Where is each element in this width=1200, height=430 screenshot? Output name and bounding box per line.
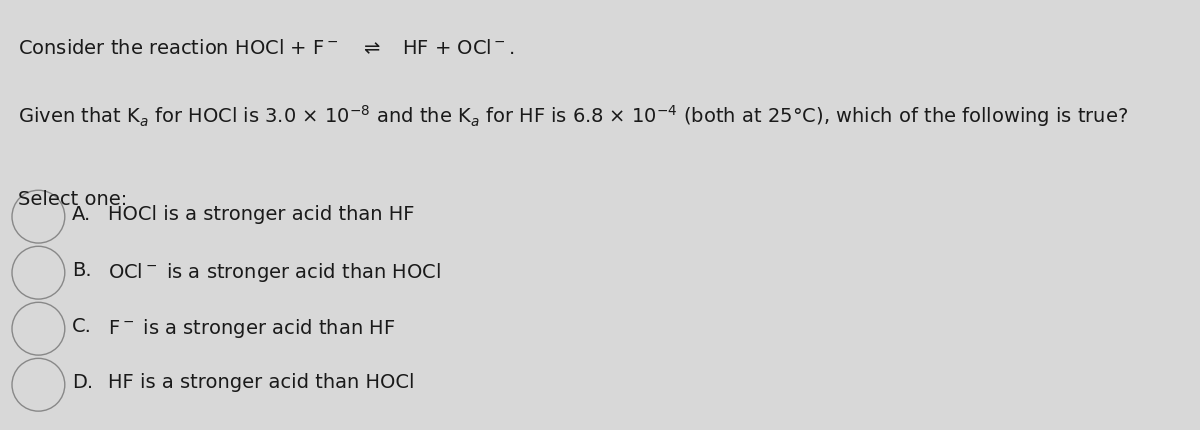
Text: C.: C. — [72, 316, 92, 335]
Text: HOCl is a stronger acid than HF: HOCl is a stronger acid than HF — [108, 204, 414, 223]
Text: OCl$^-$ is a stronger acid than HOCl: OCl$^-$ is a stronger acid than HOCl — [108, 260, 442, 283]
Text: Select one:: Select one: — [18, 189, 127, 208]
Text: F$^-$ is a stronger acid than HF: F$^-$ is a stronger acid than HF — [108, 316, 396, 339]
Text: Given that K$_a$ for HOCl is 3.0 $\times$ 10$^{-8}$ and the K$_a$ for HF is 6.8 : Given that K$_a$ for HOCl is 3.0 $\times… — [18, 103, 1128, 129]
Text: D.: D. — [72, 372, 94, 391]
Text: B.: B. — [72, 260, 91, 279]
Text: HF is a stronger acid than HOCl: HF is a stronger acid than HOCl — [108, 372, 414, 391]
Text: A.: A. — [72, 204, 91, 223]
Text: Consider the reaction HOCl + F$^-$   $\rightleftharpoons$   HF + OCl$^-$.: Consider the reaction HOCl + F$^-$ $\rig… — [18, 39, 515, 58]
